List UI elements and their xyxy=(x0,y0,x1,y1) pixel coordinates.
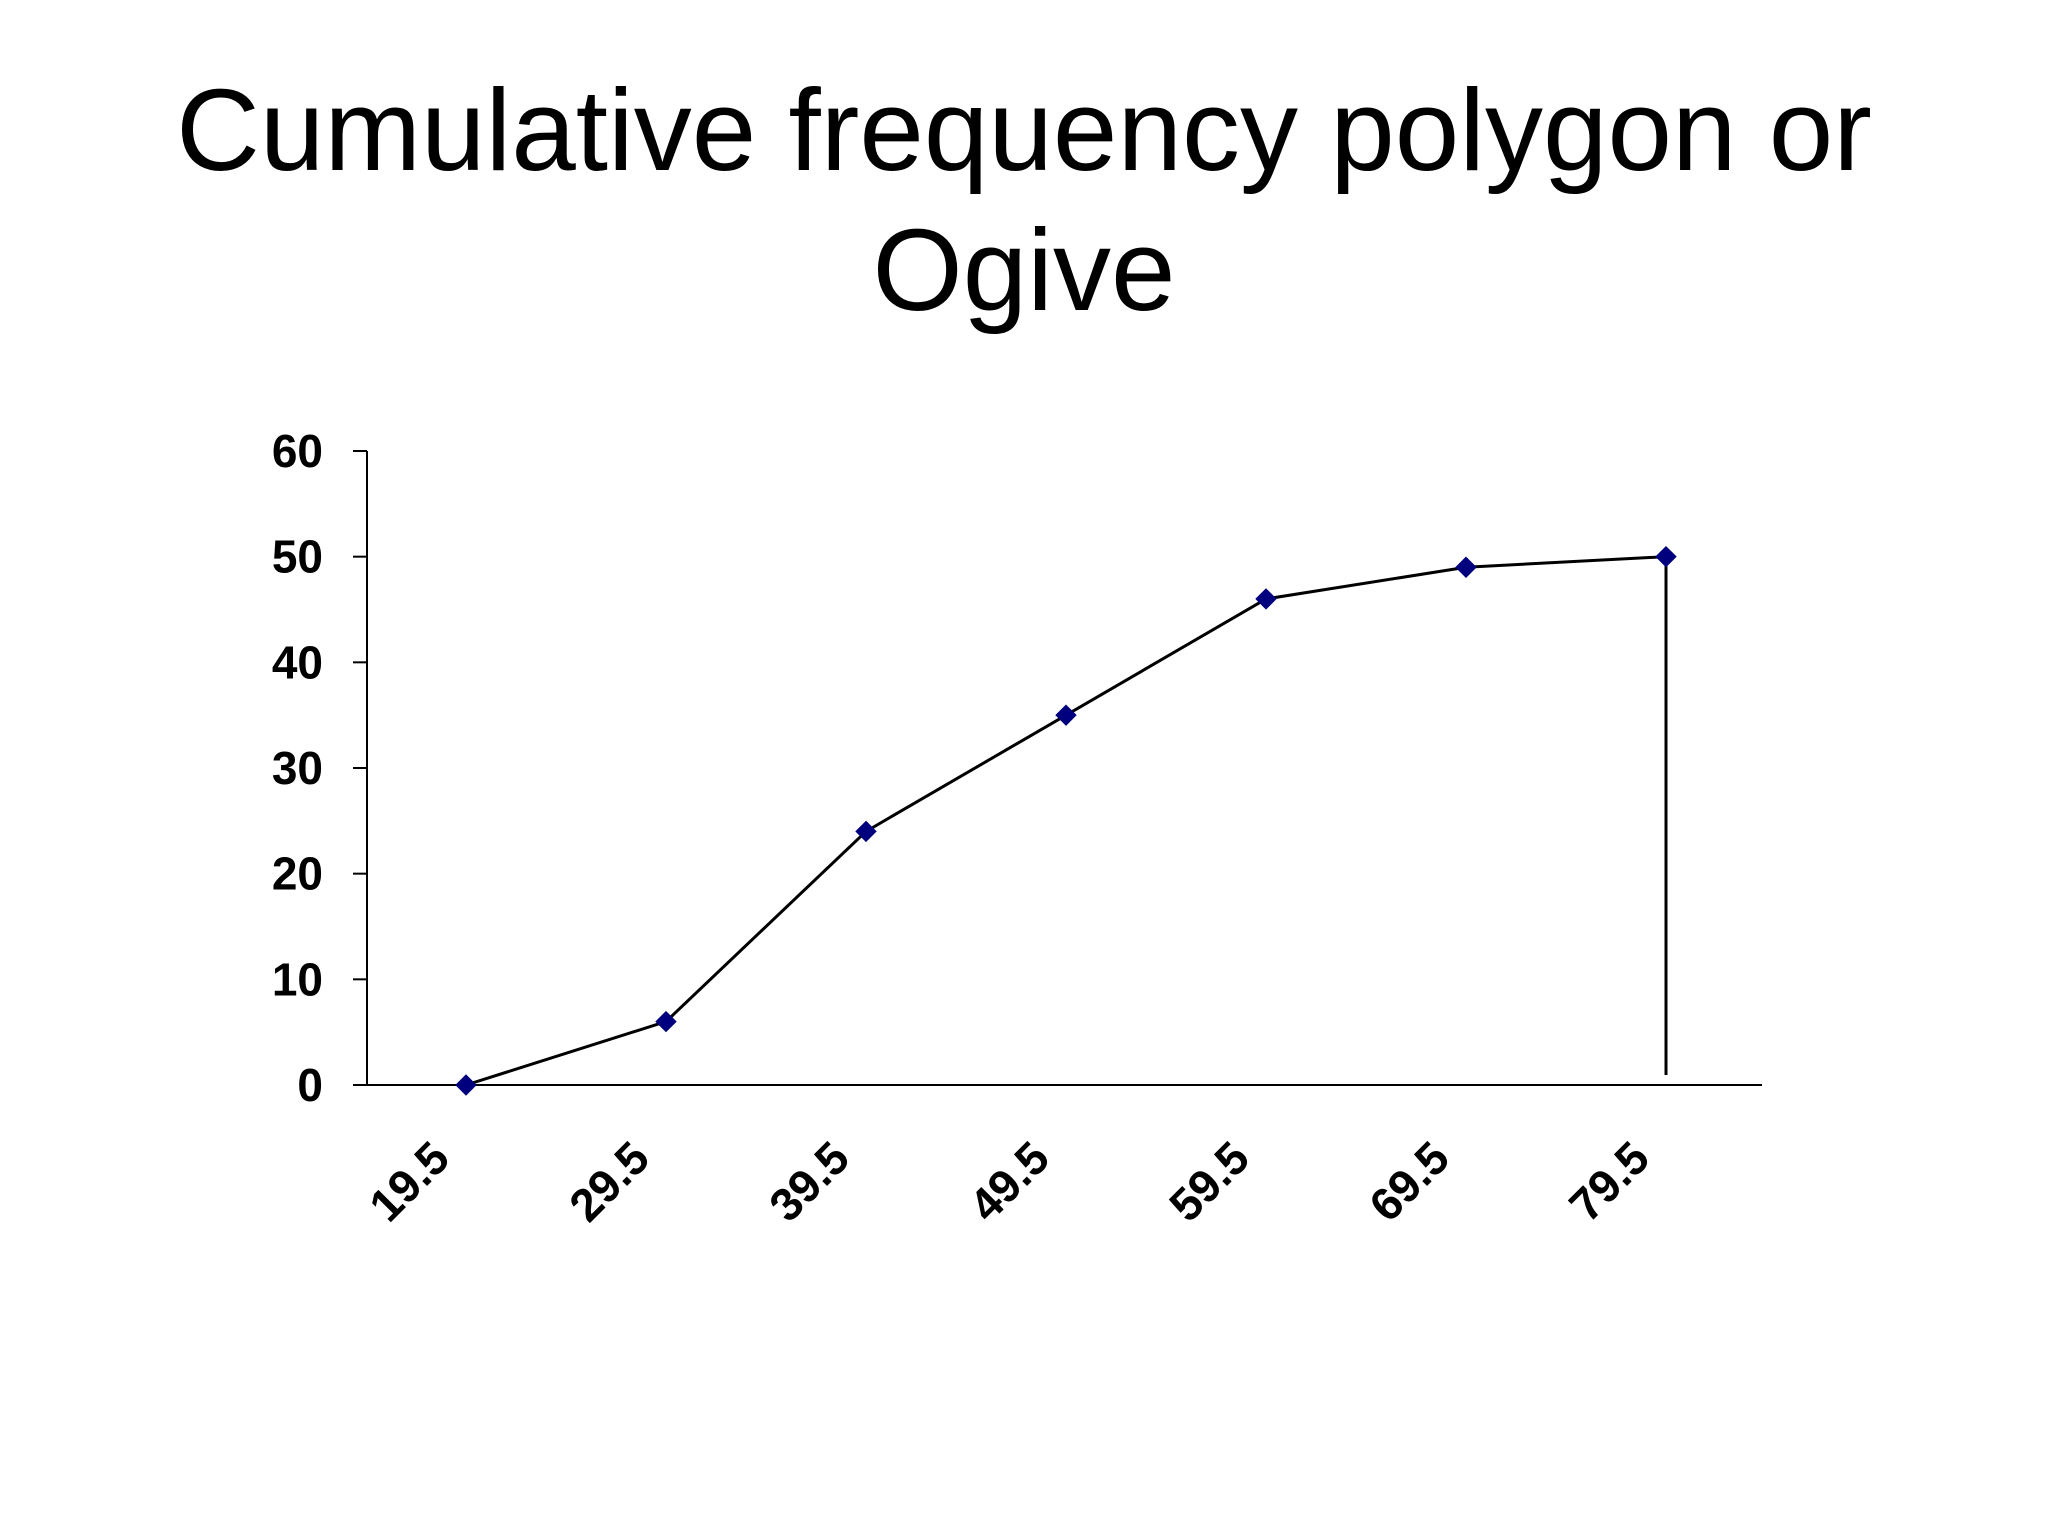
y-tick-label: 60 xyxy=(272,425,323,477)
data-point-marker xyxy=(655,1010,677,1033)
y-tick-label: 50 xyxy=(272,531,323,583)
data-point-marker xyxy=(1655,545,1677,568)
y-axis: 0 10 20 30 40 50 60 xyxy=(272,425,368,1111)
x-tick-label: 49.5 xyxy=(959,1131,1059,1231)
slide-title: Cumulative frequency polygon or Ogive xyxy=(0,60,2048,340)
slide-title-line-2: Ogive xyxy=(872,205,1176,335)
y-tick-label: 40 xyxy=(272,636,323,688)
data-point-marker xyxy=(1255,588,1277,610)
series-group xyxy=(455,545,1677,1096)
x-tick-label: 19.5 xyxy=(359,1131,459,1231)
y-tick-label: 10 xyxy=(272,953,323,1005)
y-tick-label: 30 xyxy=(272,742,323,794)
x-tick-label: 39.5 xyxy=(759,1131,859,1231)
slide-title-line-1: Cumulative frequency polygon or xyxy=(176,65,1872,195)
data-point-marker xyxy=(855,820,877,843)
y-tick-label: 0 xyxy=(297,1059,323,1111)
x-axis: 19.5 29.5 39.5 49.5 59.5 69.5 79.5 xyxy=(353,1084,1762,1231)
data-point-marker xyxy=(1055,704,1077,726)
x-tick-label: 29.5 xyxy=(559,1131,659,1231)
series-line xyxy=(465,555,1667,1087)
data-point-marker xyxy=(1455,556,1477,578)
x-tick-label: 59.5 xyxy=(1159,1131,1259,1231)
y-tick-label: 20 xyxy=(272,848,323,900)
data-point-marker xyxy=(455,1074,477,1096)
x-tick-label: 69.5 xyxy=(1359,1131,1459,1231)
x-tick-label: 79.5 xyxy=(1559,1131,1659,1231)
